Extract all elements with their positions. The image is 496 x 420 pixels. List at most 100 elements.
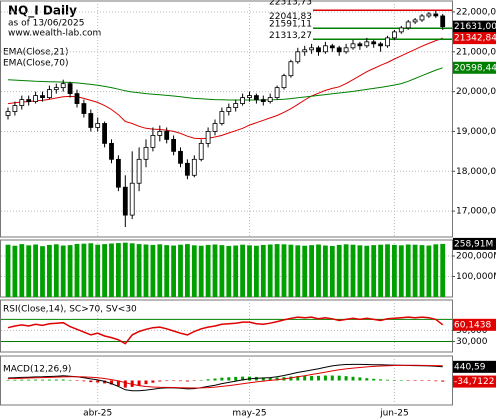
line-series bbox=[7, 364, 443, 389]
candle-body bbox=[240, 97, 246, 104]
candle-body bbox=[157, 131, 163, 136]
volume-bar bbox=[116, 243, 121, 297]
volume-bar bbox=[254, 245, 259, 297]
value-box-label: -34,7122 bbox=[454, 377, 494, 387]
x-tick-label: abr-25 bbox=[83, 409, 112, 419]
histogram-bar bbox=[413, 380, 417, 381]
candle-body bbox=[260, 99, 266, 102]
candle-body bbox=[329, 45, 335, 49]
y-tick-label: 20,000,000 bbox=[456, 87, 496, 97]
volume-bar bbox=[109, 243, 114, 297]
candle-body bbox=[191, 158, 197, 176]
volume-bar bbox=[385, 244, 390, 297]
volume-bar bbox=[19, 244, 25, 297]
volume-bar bbox=[40, 246, 45, 297]
volume-bar bbox=[5, 244, 11, 297]
volume-bar bbox=[95, 244, 101, 297]
candle-body bbox=[281, 75, 287, 89]
histogram-bar bbox=[241, 376, 245, 381]
volume-bar bbox=[281, 244, 287, 297]
candle-body bbox=[391, 31, 397, 39]
level-label: 21313,27 bbox=[269, 31, 312, 41]
candle-body bbox=[378, 43, 384, 47]
value-box bbox=[453, 375, 496, 388]
volume-bar bbox=[191, 245, 197, 297]
histogram-bar bbox=[365, 378, 369, 381]
volume-bar bbox=[240, 244, 245, 297]
value-box-label: 20598,44 bbox=[454, 63, 496, 73]
histogram-bar bbox=[172, 380, 176, 381]
volume-bar bbox=[164, 245, 170, 297]
histogram-bar bbox=[6, 379, 10, 381]
pane-title: RSI(Close,14), SC>70, SV<30 bbox=[3, 305, 137, 315]
histogram-bar bbox=[379, 379, 383, 381]
candle-body bbox=[288, 61, 294, 77]
value-box bbox=[453, 318, 496, 331]
candle-body bbox=[322, 45, 328, 53]
value-box bbox=[453, 32, 496, 45]
volume-bar bbox=[405, 244, 411, 297]
histogram-bar bbox=[427, 380, 431, 381]
volume-bar bbox=[336, 244, 342, 297]
candle-body bbox=[433, 13, 439, 17]
volume-bar bbox=[185, 244, 190, 297]
candle-body bbox=[53, 87, 59, 91]
histogram-bar bbox=[27, 379, 31, 381]
candle-body bbox=[60, 83, 66, 89]
histogram-bar bbox=[96, 380, 100, 383]
histogram-bar bbox=[110, 380, 113, 385]
histogram-bar bbox=[103, 380, 107, 384]
volume-bar bbox=[316, 244, 321, 297]
volume-bar bbox=[357, 245, 363, 297]
candle-body bbox=[212, 123, 218, 132]
volume-bar bbox=[53, 244, 59, 297]
candle-body bbox=[426, 13, 432, 17]
histogram-bar bbox=[185, 380, 189, 382]
pane-title: MACD(12,26,9) bbox=[3, 365, 71, 375]
candle-body bbox=[143, 146, 149, 160]
histogram-bar bbox=[82, 380, 86, 382]
y-tick-label: 100,000M bbox=[456, 272, 496, 282]
candle-body bbox=[205, 131, 211, 144]
pane-frame bbox=[0, 299, 453, 353]
candle-body bbox=[81, 103, 87, 114]
pane-frame bbox=[0, 355, 453, 406]
histogram-bar bbox=[234, 376, 238, 381]
candle-body bbox=[226, 107, 232, 112]
x-tick-label: jun-25 bbox=[379, 409, 409, 419]
histogram-bar bbox=[434, 380, 438, 382]
candle-body bbox=[198, 142, 204, 160]
source: www.wealth-lab.com bbox=[8, 29, 101, 39]
value-box bbox=[453, 360, 496, 373]
histogram-bar bbox=[192, 380, 196, 382]
y-tick-label: 50,000 bbox=[456, 326, 488, 336]
histogram-bar bbox=[75, 380, 79, 381]
histogram-bar bbox=[372, 378, 376, 381]
volume-bar bbox=[260, 244, 266, 297]
volume-bar bbox=[226, 245, 232, 297]
histogram-bar bbox=[165, 380, 169, 382]
value-box-label: 440,59 bbox=[454, 362, 486, 372]
volume-bar bbox=[88, 243, 94, 297]
histogram-bar bbox=[317, 375, 320, 381]
y-tick-label: 19,000,000 bbox=[456, 127, 496, 137]
volume-bar bbox=[157, 244, 163, 297]
candle-body bbox=[74, 93, 80, 104]
volume-bar bbox=[378, 244, 383, 297]
candle-body bbox=[164, 131, 170, 140]
volume-bar bbox=[33, 244, 38, 297]
candle-body bbox=[405, 21, 411, 29]
histogram-bar bbox=[386, 379, 389, 381]
value-box-label: 21342,84 bbox=[454, 34, 496, 44]
volume-bar bbox=[150, 244, 156, 297]
volume-bar bbox=[205, 244, 211, 297]
candle-body bbox=[26, 99, 32, 102]
candle-body bbox=[5, 111, 11, 116]
line-series bbox=[7, 37, 443, 140]
volume-bar bbox=[392, 244, 397, 297]
candle-body bbox=[274, 87, 280, 98]
histogram-bar bbox=[158, 380, 162, 382]
histogram-bar bbox=[351, 376, 355, 381]
candle-body bbox=[412, 19, 418, 23]
